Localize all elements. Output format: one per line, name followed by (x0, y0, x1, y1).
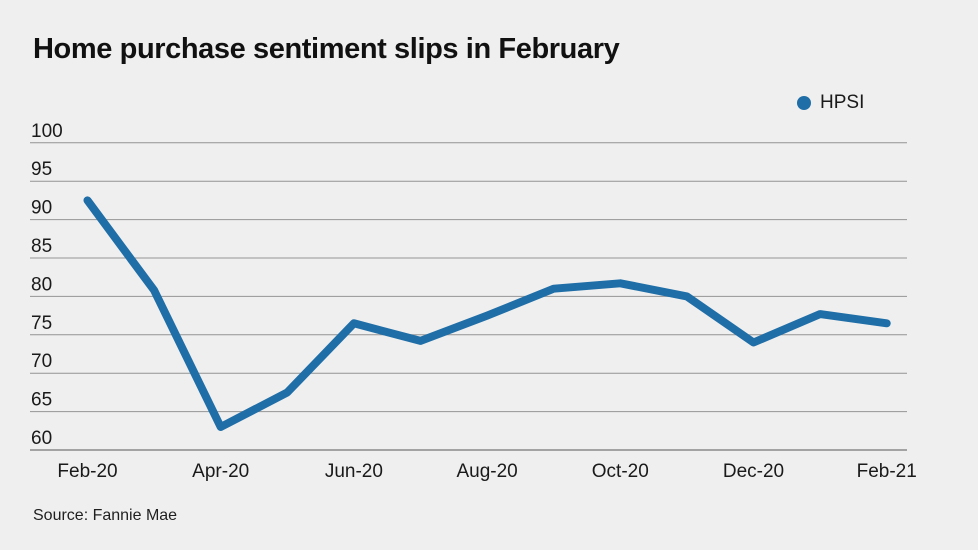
page-title: Home purchase sentiment slips in Februar… (33, 33, 620, 65)
y-tick-label: 60 (31, 428, 52, 449)
legend: HPSI (797, 92, 864, 114)
legend-label: HPSI (820, 92, 865, 113)
hpsi-series-line (83, 196, 891, 431)
y-tick-label: 95 (31, 159, 52, 180)
x-tick-label: Apr-20 (192, 461, 249, 482)
y-tick-label: 70 (31, 351, 52, 372)
legend-marker-icon (797, 96, 811, 110)
y-tick-label: 100 (31, 121, 63, 142)
x-tick-label: Feb-21 (857, 461, 917, 482)
y-tick-label: 85 (31, 236, 52, 257)
y-tick-label: 65 (31, 390, 52, 411)
y-tick-label: 90 (31, 198, 52, 219)
x-tick-label: Jun-20 (325, 461, 383, 482)
y-tick-label: 80 (31, 274, 52, 295)
x-tick-label: Aug-20 (456, 461, 517, 482)
x-tick-label: Dec-20 (723, 461, 784, 482)
x-tick-label: Feb-20 (57, 461, 117, 482)
source-note: Source: Fannie Mae (33, 507, 178, 524)
x-tick-label: Oct-20 (592, 461, 649, 482)
y-tick-label: 75 (31, 313, 52, 334)
